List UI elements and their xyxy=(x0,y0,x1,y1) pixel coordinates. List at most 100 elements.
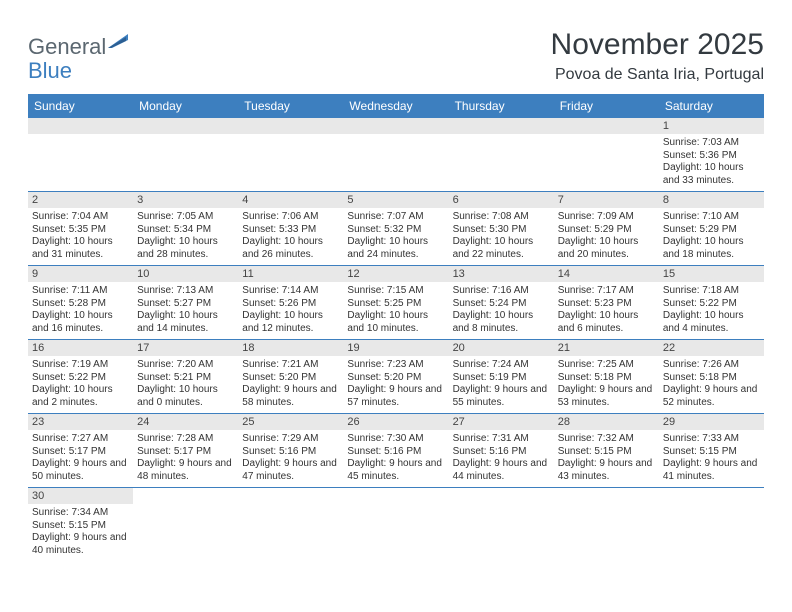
calendar-cell: 12Sunrise: 7:15 AMSunset: 5:25 PMDayligh… xyxy=(343,266,448,340)
sunrise-text: Sunrise: 7:05 AM xyxy=(137,211,234,224)
sunset-text: Sunset: 5:18 PM xyxy=(558,372,655,385)
daylight-text: Daylight: 10 hours and 31 minutes. xyxy=(32,236,129,261)
sunset-text: Sunset: 5:23 PM xyxy=(558,298,655,311)
calendar-cell: 7Sunrise: 7:09 AMSunset: 5:29 PMDaylight… xyxy=(554,192,659,266)
daylight-text: Daylight: 10 hours and 6 minutes. xyxy=(558,310,655,335)
sunrise-text: Sunrise: 7:03 AM xyxy=(663,137,760,150)
daylight-text: Daylight: 9 hours and 58 minutes. xyxy=(242,384,339,409)
calendar-cell: 22Sunrise: 7:26 AMSunset: 5:18 PMDayligh… xyxy=(659,340,764,414)
daylight-text: Daylight: 9 hours and 43 minutes. xyxy=(558,458,655,483)
logo-text-general: General xyxy=(28,34,106,60)
sunrise-text: Sunrise: 7:15 AM xyxy=(347,285,444,298)
sunrise-text: Sunrise: 7:18 AM xyxy=(663,285,760,298)
day-number: 29 xyxy=(659,414,764,430)
sunrise-text: Sunrise: 7:11 AM xyxy=(32,285,129,298)
sunrise-text: Sunrise: 7:16 AM xyxy=(453,285,550,298)
month-title: November 2025 xyxy=(551,28,764,62)
daylight-text: Daylight: 10 hours and 33 minutes. xyxy=(663,162,760,187)
sunrise-text: Sunrise: 7:06 AM xyxy=(242,211,339,224)
daylight-text: Daylight: 10 hours and 14 minutes. xyxy=(137,310,234,335)
sunset-text: Sunset: 5:36 PM xyxy=(663,150,760,163)
day-number: 26 xyxy=(343,414,448,430)
sunrise-text: Sunrise: 7:08 AM xyxy=(453,211,550,224)
sunrise-text: Sunrise: 7:20 AM xyxy=(137,359,234,372)
sunrise-text: Sunrise: 7:09 AM xyxy=(558,211,655,224)
day-number: 5 xyxy=(343,192,448,208)
calendar-cell xyxy=(449,118,554,192)
day-number: 24 xyxy=(133,414,238,430)
daylight-text: Daylight: 10 hours and 20 minutes. xyxy=(558,236,655,261)
calendar-row: 16Sunrise: 7:19 AMSunset: 5:22 PMDayligh… xyxy=(28,340,764,414)
daylight-text: Daylight: 10 hours and 0 minutes. xyxy=(137,384,234,409)
calendar-cell: 11Sunrise: 7:14 AMSunset: 5:26 PMDayligh… xyxy=(238,266,343,340)
daylight-text: Daylight: 10 hours and 12 minutes. xyxy=(242,310,339,335)
calendar-cell xyxy=(659,488,764,562)
day-number: 21 xyxy=(554,340,659,356)
sunrise-text: Sunrise: 7:07 AM xyxy=(347,211,444,224)
sunset-text: Sunset: 5:19 PM xyxy=(453,372,550,385)
day-number: 1 xyxy=(659,118,764,134)
sunset-text: Sunset: 5:27 PM xyxy=(137,298,234,311)
sunrise-text: Sunrise: 7:10 AM xyxy=(663,211,760,224)
calendar-row: 30Sunrise: 7:34 AMSunset: 5:15 PMDayligh… xyxy=(28,488,764,562)
sunrise-text: Sunrise: 7:34 AM xyxy=(32,507,129,520)
calendar-cell xyxy=(449,488,554,562)
header-row: Sunday Monday Tuesday Wednesday Thursday… xyxy=(28,94,764,118)
sunset-text: Sunset: 5:26 PM xyxy=(242,298,339,311)
sunset-text: Sunset: 5:34 PM xyxy=(137,224,234,237)
daylight-text: Daylight: 9 hours and 41 minutes. xyxy=(663,458,760,483)
day-number: 4 xyxy=(238,192,343,208)
calendar-cell xyxy=(343,488,448,562)
day-number: 11 xyxy=(238,266,343,282)
sunrise-text: Sunrise: 7:24 AM xyxy=(453,359,550,372)
sunset-text: Sunset: 5:35 PM xyxy=(32,224,129,237)
calendar-cell: 18Sunrise: 7:21 AMSunset: 5:20 PMDayligh… xyxy=(238,340,343,414)
calendar-cell: 19Sunrise: 7:23 AMSunset: 5:20 PMDayligh… xyxy=(343,340,448,414)
col-friday: Friday xyxy=(554,94,659,118)
calendar-cell xyxy=(343,118,448,192)
sunrise-text: Sunrise: 7:19 AM xyxy=(32,359,129,372)
calendar-cell xyxy=(554,488,659,562)
sunrise-text: Sunrise: 7:29 AM xyxy=(242,433,339,446)
sunset-text: Sunset: 5:15 PM xyxy=(32,520,129,533)
daylight-text: Daylight: 9 hours and 57 minutes. xyxy=(347,384,444,409)
sunset-text: Sunset: 5:16 PM xyxy=(347,446,444,459)
day-number: 9 xyxy=(28,266,133,282)
day-number: 14 xyxy=(554,266,659,282)
day-number: 13 xyxy=(449,266,554,282)
calendar-cell: 23Sunrise: 7:27 AMSunset: 5:17 PMDayligh… xyxy=(28,414,133,488)
calendar-cell: 2Sunrise: 7:04 AMSunset: 5:35 PMDaylight… xyxy=(28,192,133,266)
sunrise-text: Sunrise: 7:25 AM xyxy=(558,359,655,372)
calendar-cell xyxy=(238,118,343,192)
daylight-text: Daylight: 10 hours and 8 minutes. xyxy=(453,310,550,335)
sunset-text: Sunset: 5:16 PM xyxy=(453,446,550,459)
sunrise-text: Sunrise: 7:26 AM xyxy=(663,359,760,372)
title-block: November 2025 Povoa de Santa Iria, Portu… xyxy=(551,28,764,84)
daylight-text: Daylight: 9 hours and 55 minutes. xyxy=(453,384,550,409)
day-number: 22 xyxy=(659,340,764,356)
sunset-text: Sunset: 5:22 PM xyxy=(663,298,760,311)
daylight-text: Daylight: 10 hours and 22 minutes. xyxy=(453,236,550,261)
sunset-text: Sunset: 5:15 PM xyxy=(663,446,760,459)
day-number: 3 xyxy=(133,192,238,208)
calendar-cell: 20Sunrise: 7:24 AMSunset: 5:19 PMDayligh… xyxy=(449,340,554,414)
calendar-cell: 17 Sunrise: 7:20 AMSunset: 5:21 PMDayligh… xyxy=(133,340,238,414)
day-number: 28 xyxy=(554,414,659,430)
sunrise-text: Sunrise: 7:23 AM xyxy=(347,359,444,372)
daylight-text: Daylight: 10 hours and 16 minutes. xyxy=(32,310,129,335)
day-number: 17 xyxy=(133,340,238,356)
sunset-text: Sunset: 5:32 PM xyxy=(347,224,444,237)
calendar-row: 1 Sunrise: 7:03 AMSunset: 5:36 PMDaylight… xyxy=(28,118,764,192)
location: Povoa de Santa Iria, Portugal xyxy=(551,66,764,84)
calendar-cell: 28Sunrise: 7:32 AMSunset: 5:15 PMDayligh… xyxy=(554,414,659,488)
sunrise-text: Sunrise: 7:30 AM xyxy=(347,433,444,446)
day-number: 12 xyxy=(343,266,448,282)
day-number: 30 xyxy=(28,488,133,504)
header: General November 2025 Povoa de Santa Iri… xyxy=(28,28,764,84)
sunset-text: Sunset: 5:21 PM xyxy=(137,372,234,385)
logo-text-blue: Blue xyxy=(28,58,72,84)
calendar-cell xyxy=(133,118,238,192)
calendar-cell: 29Sunrise: 7:33 AMSunset: 5:15 PMDayligh… xyxy=(659,414,764,488)
sunrise-text: Sunrise: 7:04 AM xyxy=(32,211,129,224)
calendar-row: 9Sunrise: 7:11 AMSunset: 5:28 PMDaylight… xyxy=(28,266,764,340)
